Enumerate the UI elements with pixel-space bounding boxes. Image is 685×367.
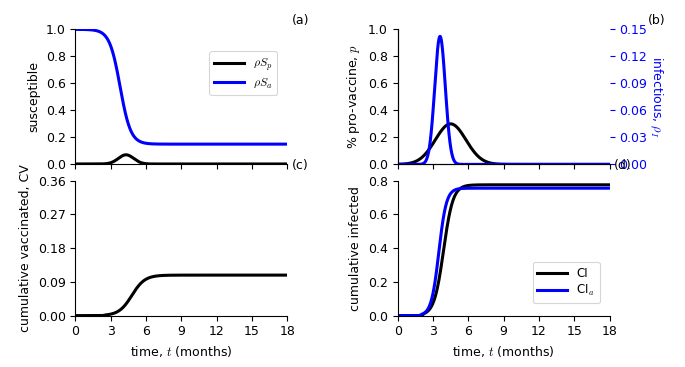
Legend: $\rho S_p$, $\rho S_a$: $\rho S_p$, $\rho S_a$	[210, 51, 277, 95]
Y-axis label: cumulative vaccinated, CV: cumulative vaccinated, CV	[19, 164, 32, 332]
Y-axis label: cumulative infected: cumulative infected	[349, 186, 362, 310]
Text: (b): (b)	[648, 14, 665, 27]
Y-axis label: % pro-vaccine, $p$: % pro-vaccine, $p$	[345, 44, 362, 149]
Legend: CI, CI$_a$: CI, CI$_a$	[533, 262, 599, 303]
Text: (a): (a)	[292, 14, 309, 27]
Text: (c): (c)	[292, 160, 308, 172]
Text: (d): (d)	[614, 160, 632, 172]
Y-axis label: susceptible: susceptible	[27, 61, 40, 132]
Y-axis label: infectious, $\rho_I$: infectious, $\rho_I$	[648, 56, 664, 138]
X-axis label: time, $t$ (months): time, $t$ (months)	[452, 344, 555, 359]
X-axis label: time, $t$ (months): time, $t$ (months)	[130, 344, 233, 359]
